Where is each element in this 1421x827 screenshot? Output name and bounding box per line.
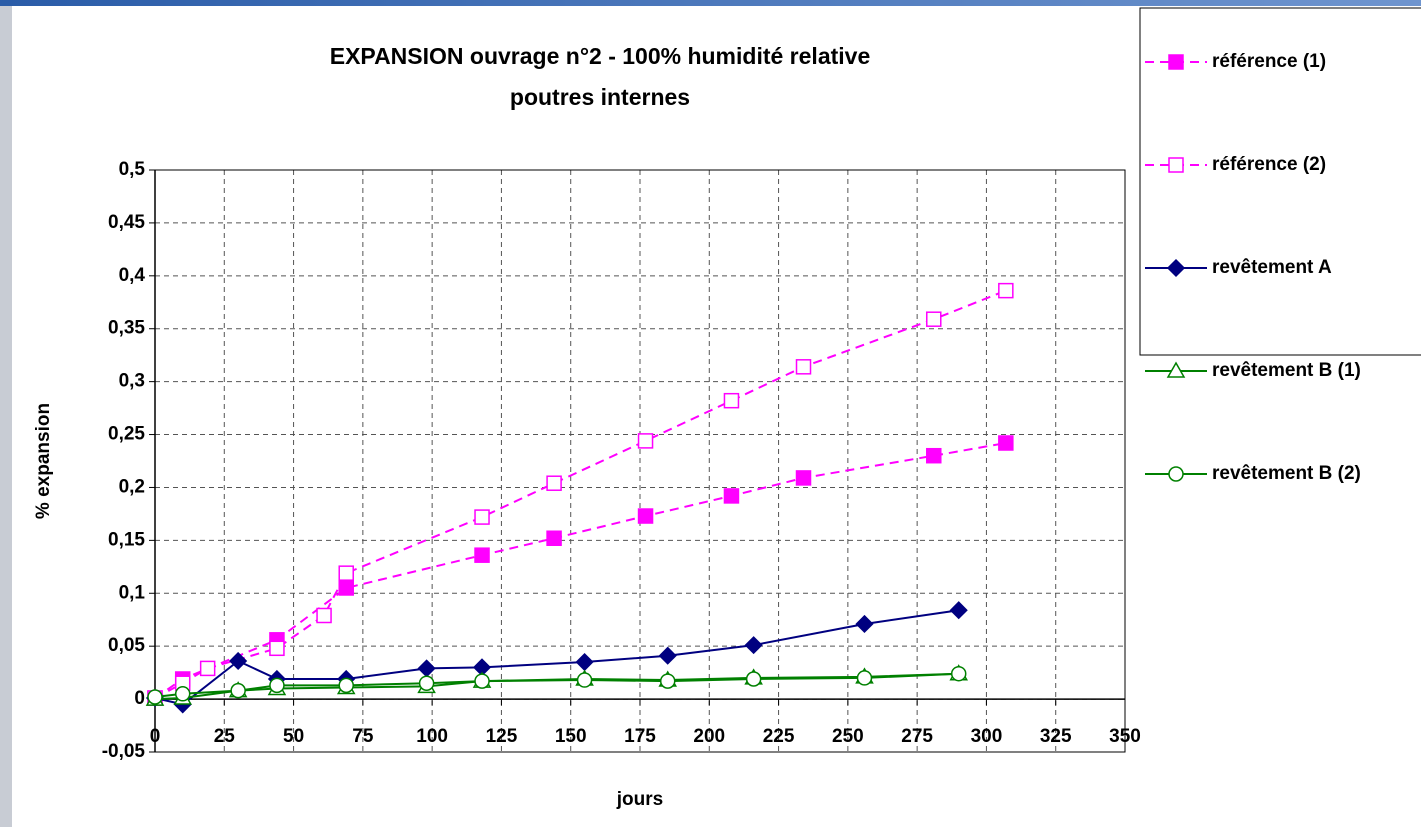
x-tick-label: 300 — [971, 726, 1003, 747]
data-point — [637, 433, 654, 449]
data-point — [174, 686, 191, 702]
data-point — [855, 614, 874, 634]
data-point — [637, 508, 654, 524]
data-point — [723, 392, 740, 409]
y-tick-label: 0,4 — [119, 265, 146, 286]
legend-label: revêtement B (1) — [1212, 360, 1361, 381]
data-point — [745, 671, 762, 687]
y-tick-label: 0,25 — [108, 424, 145, 445]
data-point — [338, 677, 354, 694]
data-point — [576, 672, 593, 688]
y-axis-label: % expansion — [33, 403, 54, 519]
data-point — [744, 636, 763, 655]
legend-label: référence (2) — [1212, 154, 1326, 175]
x-tick-label: 75 — [352, 726, 374, 747]
data-point — [474, 509, 490, 525]
legend-label: revêtement A — [1212, 257, 1332, 278]
x-axis-label: jours — [616, 789, 663, 810]
data-point — [546, 530, 562, 546]
series-line — [154, 609, 959, 706]
x-tick-label: 175 — [624, 726, 656, 747]
data-point — [949, 601, 968, 620]
x-tick-label: 100 — [416, 726, 448, 747]
data-point — [998, 435, 1014, 451]
data-point — [229, 651, 248, 671]
chart-subtitle: poutres internes — [510, 84, 690, 110]
data-point — [338, 580, 354, 596]
data-point — [269, 677, 285, 694]
data-point — [269, 640, 285, 657]
legend-marker — [1168, 157, 1184, 173]
x-tick-label: 200 — [693, 726, 725, 747]
data-point — [418, 675, 435, 691]
y-tick-label: 0,3 — [119, 371, 145, 392]
data-point — [998, 282, 1014, 299]
x-tick-label: 250 — [832, 726, 864, 747]
data-point — [546, 475, 562, 491]
data-point — [230, 682, 246, 699]
x-tick-label: 25 — [214, 726, 236, 747]
legend-box — [1139, 7, 1421, 356]
y-tick-label: 0,05 — [108, 635, 145, 656]
data-point — [856, 670, 873, 686]
data-point — [795, 470, 812, 486]
data-point — [474, 547, 490, 563]
y-tick-label: 0,1 — [119, 582, 146, 603]
legend-marker — [1168, 466, 1184, 482]
data-point — [658, 646, 677, 665]
data-point — [474, 673, 490, 689]
data-point — [950, 665, 967, 682]
data-point — [199, 660, 216, 677]
series-line — [154, 672, 959, 698]
data-point — [338, 565, 354, 581]
legend-marker — [1166, 258, 1186, 278]
data-point — [723, 488, 740, 504]
y-tick-label: 0,45 — [108, 212, 145, 233]
legend-label: revêtement B (2) — [1212, 463, 1361, 484]
chart-title: EXPANSION ouvrage n°2 - 100% humidité re… — [330, 43, 871, 69]
side-strip — [0, 6, 12, 827]
x-tick-label: 150 — [555, 726, 587, 747]
y-tick-label: 0 — [134, 688, 145, 709]
x-tick-label: 225 — [763, 726, 795, 747]
legend-marker — [1168, 54, 1184, 70]
data-point — [926, 447, 942, 464]
x-tick-label: 125 — [486, 726, 518, 747]
legend-marker — [1166, 361, 1186, 378]
data-point — [316, 607, 332, 624]
data-point — [147, 689, 163, 705]
x-tick-label: 325 — [1040, 726, 1072, 747]
data-point — [659, 673, 676, 689]
data-point — [926, 311, 942, 327]
x-tick-label: 275 — [901, 726, 933, 747]
window-bar — [0, 0, 1421, 6]
y-tick-label: -0,05 — [102, 741, 146, 762]
y-tick-label: 0,15 — [108, 529, 145, 550]
data-point — [795, 359, 812, 375]
y-tick-label: 0,35 — [108, 318, 145, 339]
y-tick-label: 0,5 — [119, 159, 146, 180]
x-tick-label: 50 — [283, 726, 304, 747]
y-tick-label: 0,2 — [119, 476, 145, 497]
legend-label: référence (1) — [1212, 51, 1326, 72]
